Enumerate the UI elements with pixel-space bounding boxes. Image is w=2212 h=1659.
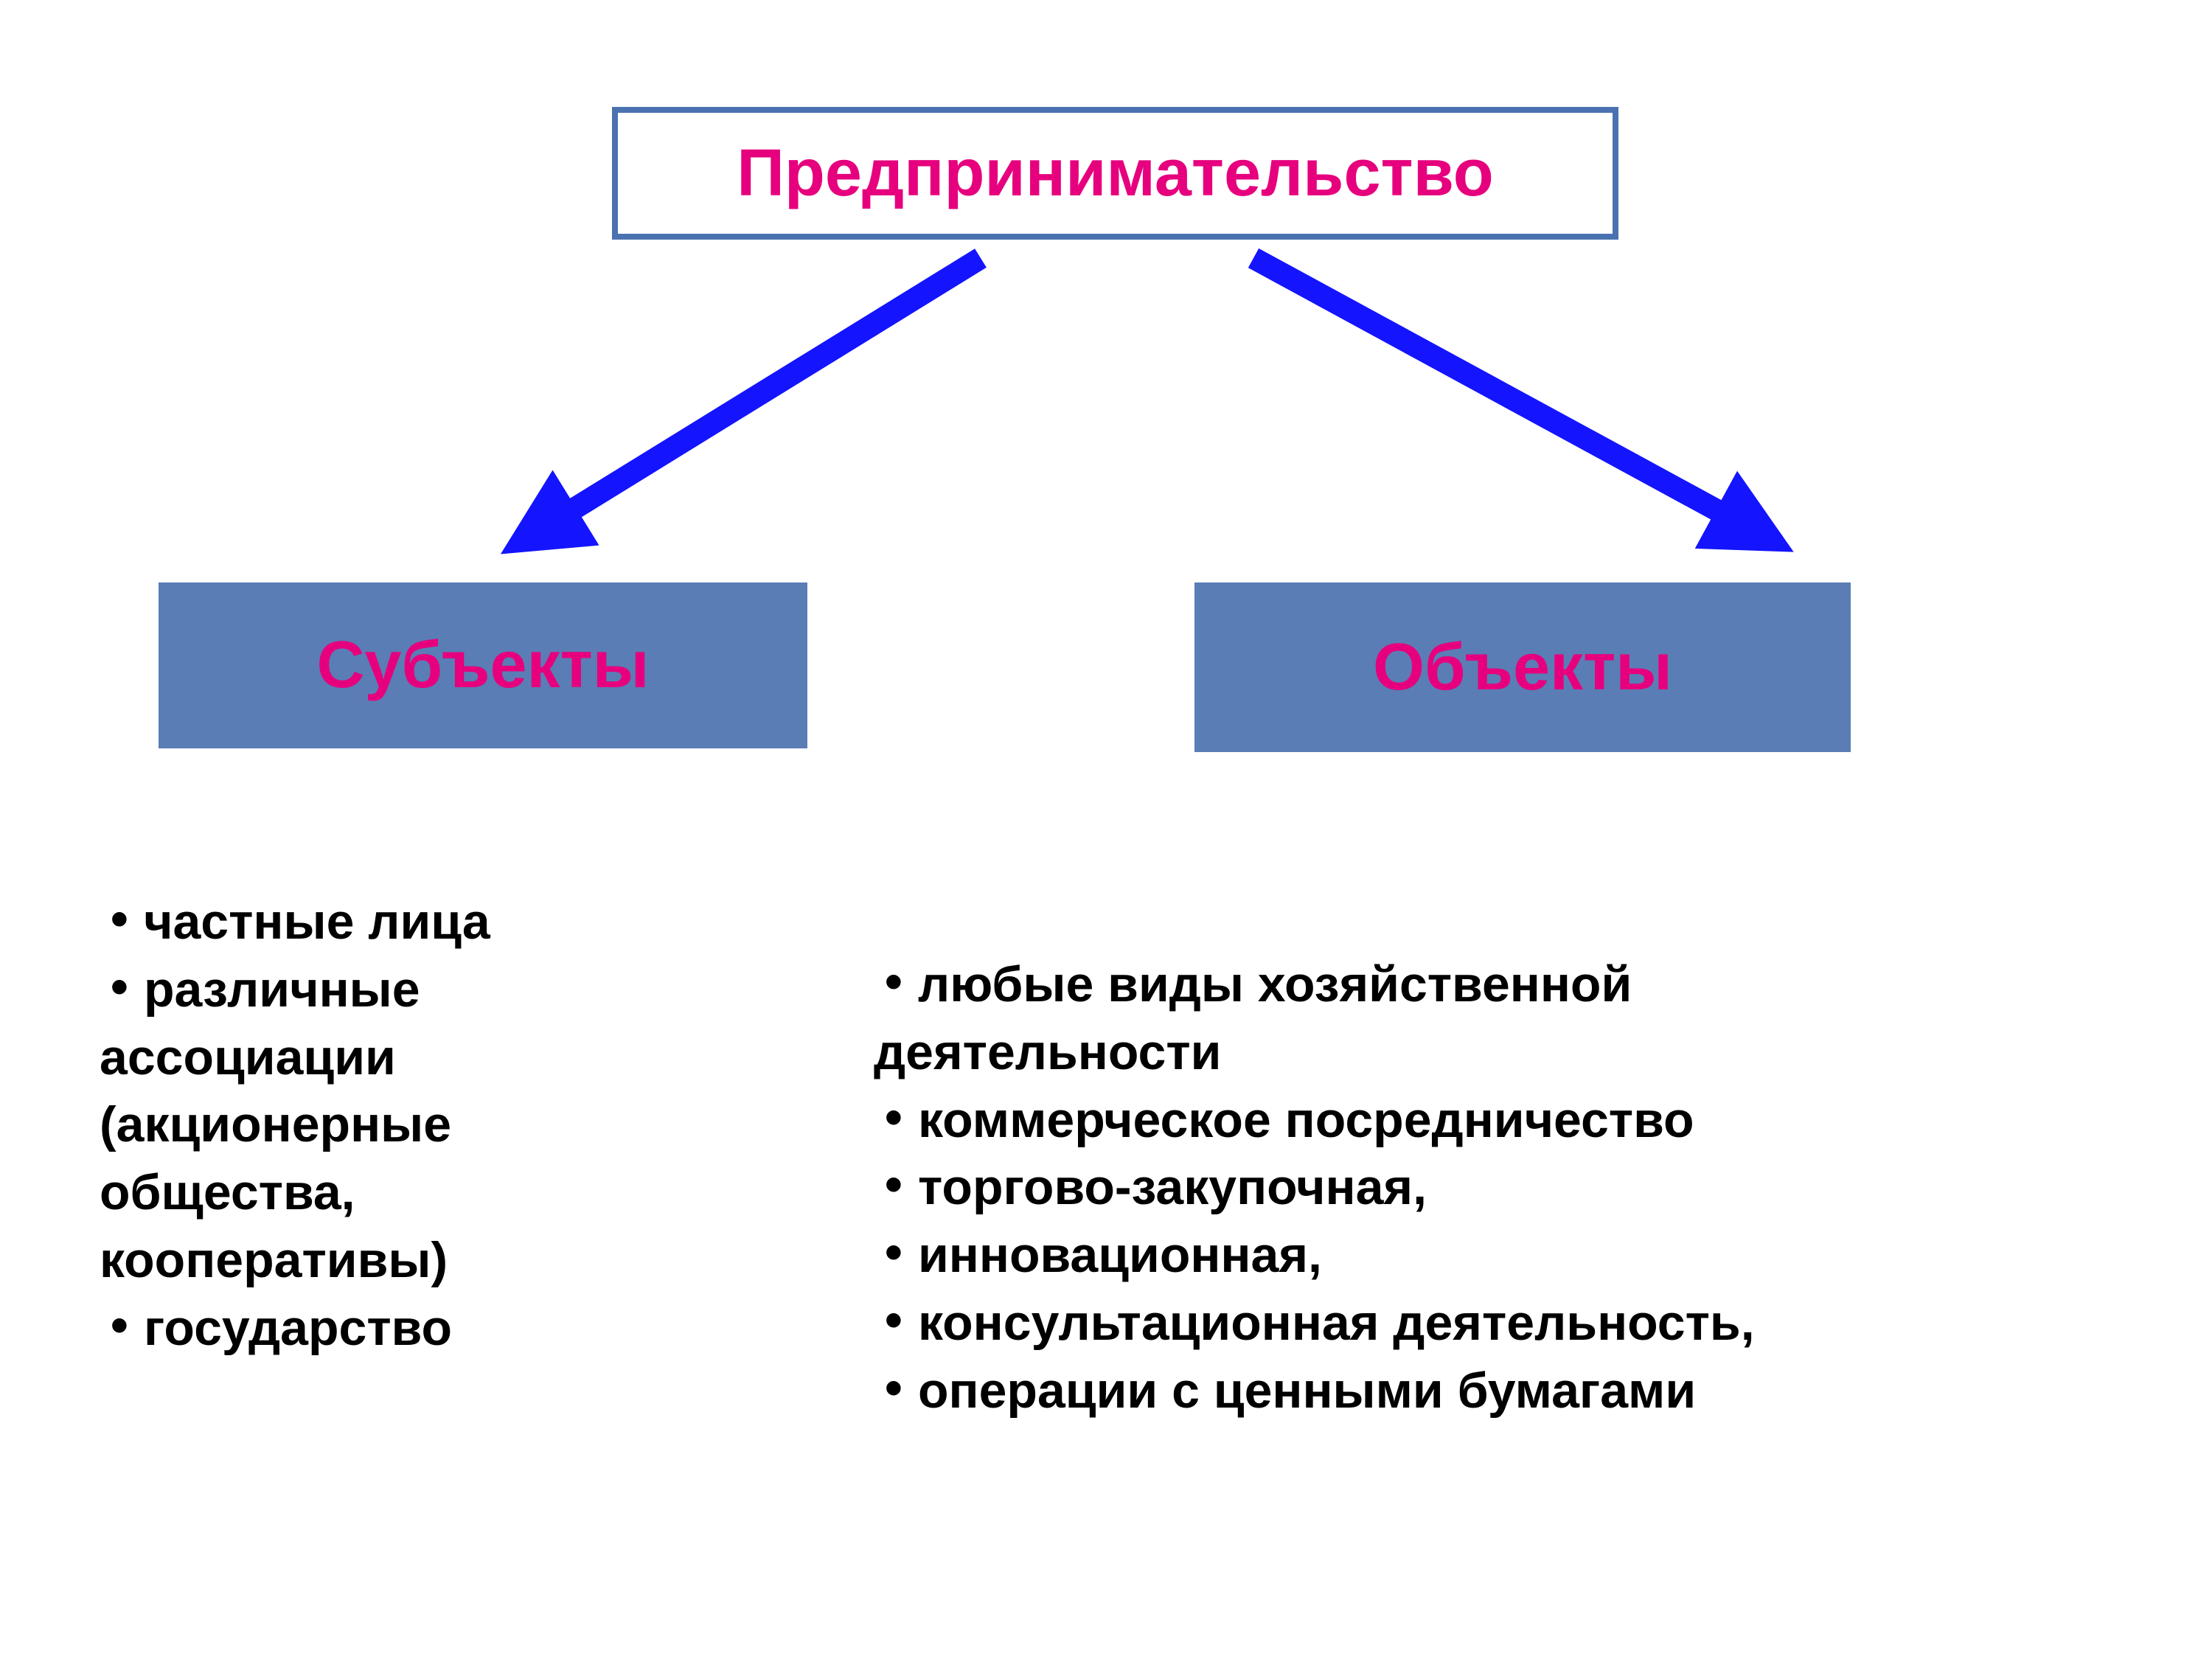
list-item: различные bbox=[100, 956, 822, 1024]
list-right-ul: любые виды хозяйственнойдеятельности ком… bbox=[874, 951, 2212, 1425]
list-item: общества, bbox=[100, 1159, 822, 1227]
list-item: инновационная, bbox=[874, 1222, 2212, 1290]
list-item: ассоциации bbox=[100, 1024, 822, 1092]
bullet-list-right: любые виды хозяйственнойдеятельности ком… bbox=[874, 951, 2212, 1425]
list-item: торгово-закупочная, bbox=[874, 1154, 2212, 1222]
bullet-list-left: частные лица различные ассоциации(акцион… bbox=[100, 888, 822, 1363]
arrow-left bbox=[538, 258, 981, 531]
branch-right-label: Объекты bbox=[1373, 630, 1672, 706]
list-item: коммерческое посредничество bbox=[874, 1087, 2212, 1155]
branch-left-label: Субъекты bbox=[316, 627, 649, 703]
branch-right-box: Объекты bbox=[1194, 582, 1851, 752]
list-left-ul: частные лица различные ассоциации(акцион… bbox=[100, 888, 822, 1363]
list-item: государство bbox=[100, 1295, 822, 1363]
list-item: кооперативы) bbox=[100, 1227, 822, 1295]
branch-left-box: Субъекты bbox=[159, 582, 807, 748]
list-item: (акционерные bbox=[100, 1091, 822, 1159]
list-item: операции с ценными бумагами bbox=[874, 1357, 2212, 1425]
list-item: деятельности bbox=[874, 1019, 2212, 1087]
list-item: любые виды хозяйственной bbox=[874, 951, 2212, 1019]
list-item: консультационная деятельность, bbox=[874, 1290, 2212, 1357]
arrow-right bbox=[1253, 258, 1755, 531]
list-item: частные лица bbox=[100, 888, 822, 956]
